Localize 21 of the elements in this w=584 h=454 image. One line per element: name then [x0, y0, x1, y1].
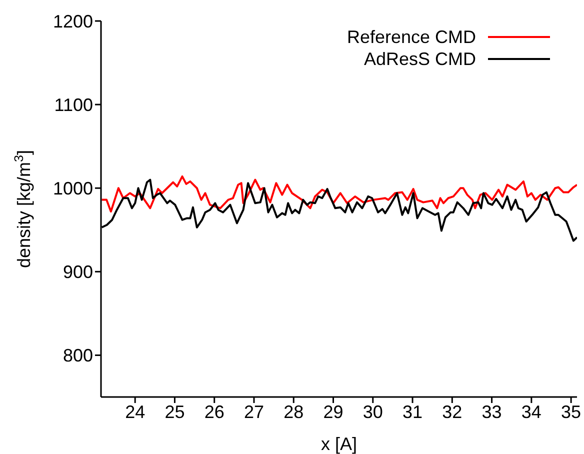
x-tick-label: 31	[402, 402, 423, 422]
x-tick-label: 32	[442, 402, 462, 422]
legend-label: Reference CMD	[346, 26, 476, 48]
y-tick-label: 1200	[52, 11, 93, 32]
x-tick-label: 29	[323, 402, 344, 422]
y-tick-label: 1100	[54, 94, 93, 115]
x-tick-label: 26	[204, 402, 224, 422]
x-tick-label: 35	[561, 402, 582, 422]
line-series	[101, 175, 577, 213]
x-axis-title: x [A]	[320, 434, 358, 454]
x-tick-label: 34	[521, 402, 542, 422]
x-tick-label: 30	[362, 402, 383, 422]
x-tick-label: 33	[482, 402, 502, 422]
legend-label: AdResS CMD	[364, 48, 476, 70]
x-tick-label: 24	[125, 402, 146, 422]
y-tick-label: 900	[62, 262, 93, 282]
y-tick-label: 800	[62, 346, 93, 366]
x-tick-label: 25	[164, 402, 185, 422]
x-tick-label: 27	[244, 402, 264, 422]
x-tick-label: 28	[284, 402, 304, 422]
y-tick-label: 1000	[52, 178, 93, 198]
